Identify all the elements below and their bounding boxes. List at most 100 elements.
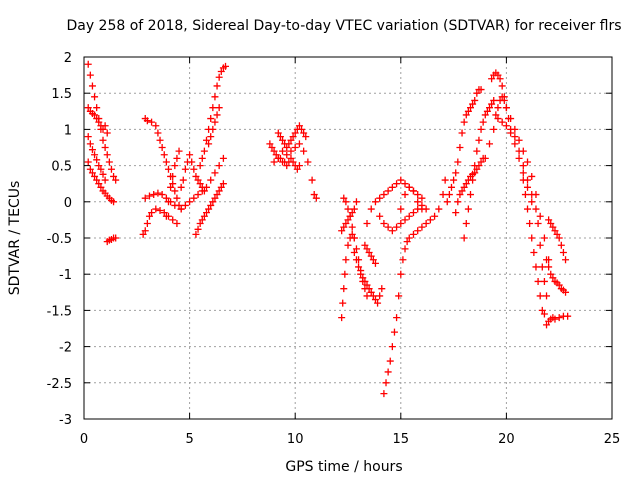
data-point <box>141 227 149 235</box>
data-point <box>376 212 384 220</box>
data-point <box>382 379 390 387</box>
data-point <box>202 209 210 217</box>
data-point <box>350 205 358 213</box>
series-arc7 <box>139 205 181 238</box>
data-point <box>405 234 413 242</box>
data-point <box>543 292 551 300</box>
data-point <box>139 230 147 238</box>
data-point <box>365 248 373 256</box>
data-point <box>107 165 115 173</box>
data-point <box>190 165 198 173</box>
data-point <box>312 194 320 202</box>
data-point <box>158 144 166 151</box>
data-point <box>145 212 153 220</box>
data-point <box>363 281 371 289</box>
data-point <box>348 230 356 238</box>
data-point <box>340 194 348 202</box>
data-point <box>369 292 377 300</box>
data-point <box>84 60 92 68</box>
data-point <box>519 176 527 184</box>
data-point <box>99 170 107 178</box>
data-point <box>409 209 417 217</box>
data-point <box>557 241 565 249</box>
data-point <box>342 256 350 264</box>
data-point <box>357 270 365 278</box>
data-point <box>205 140 213 148</box>
series-arc4 <box>84 158 118 206</box>
data-point <box>344 205 352 213</box>
data-point <box>215 104 223 112</box>
data-point <box>287 136 295 144</box>
data-point <box>363 220 371 228</box>
data-point <box>162 194 170 202</box>
data-point <box>99 136 107 144</box>
series-arc15 <box>266 140 303 173</box>
data-point <box>270 158 278 166</box>
series-arc30 <box>488 69 551 300</box>
data-point <box>310 191 318 199</box>
data-point <box>148 118 156 126</box>
data-point <box>160 209 168 217</box>
series-arc25 <box>380 176 449 398</box>
data-point <box>158 191 166 199</box>
data-point <box>466 191 474 199</box>
data-point <box>562 288 570 296</box>
data-point <box>154 129 162 137</box>
data-point <box>371 296 379 304</box>
data-point <box>202 183 210 191</box>
data-point <box>196 180 204 188</box>
data-point <box>456 144 464 151</box>
y-tick-label: -1.5 <box>47 304 72 319</box>
data-point <box>414 227 422 235</box>
data-point <box>186 198 194 206</box>
data-point <box>156 136 164 144</box>
data-point <box>270 147 278 155</box>
data-point <box>101 176 109 184</box>
data-point <box>304 158 312 166</box>
data-point <box>287 154 295 162</box>
data-point <box>283 151 291 159</box>
data-point <box>103 151 111 159</box>
data-point <box>95 180 103 188</box>
data-point <box>534 277 542 285</box>
data-point <box>86 71 94 79</box>
series-arc21 <box>350 248 386 307</box>
data-point <box>295 162 303 170</box>
data-point <box>462 220 470 228</box>
data-point <box>462 111 470 119</box>
data-point <box>401 245 409 253</box>
data-point <box>99 125 107 133</box>
data-point <box>494 115 502 123</box>
data-point <box>196 220 204 228</box>
data-point <box>515 136 523 144</box>
data-point <box>200 212 208 220</box>
data-point <box>388 227 396 235</box>
data-point <box>418 205 426 213</box>
data-point <box>414 198 422 206</box>
data-point <box>367 252 375 260</box>
data-point <box>348 209 356 217</box>
data-point <box>456 191 464 199</box>
data-point <box>393 180 401 188</box>
data-point <box>350 234 358 242</box>
data-point <box>519 147 527 155</box>
data-point <box>511 140 519 148</box>
data-point <box>207 176 215 184</box>
data-point <box>283 162 291 170</box>
data-point <box>507 115 515 123</box>
data-point <box>84 104 92 112</box>
y-tick-label: 1.5 <box>51 87 72 102</box>
data-point <box>86 165 94 173</box>
data-point <box>418 223 426 231</box>
data-point <box>192 230 200 238</box>
points-layer <box>84 60 572 398</box>
data-point <box>340 223 348 231</box>
series-arc22 <box>361 241 379 267</box>
data-point <box>211 169 219 177</box>
data-point <box>152 205 160 213</box>
series-arc8 <box>141 189 179 209</box>
data-point <box>458 187 466 195</box>
series-arc28 <box>452 154 487 217</box>
data-point <box>384 223 392 231</box>
